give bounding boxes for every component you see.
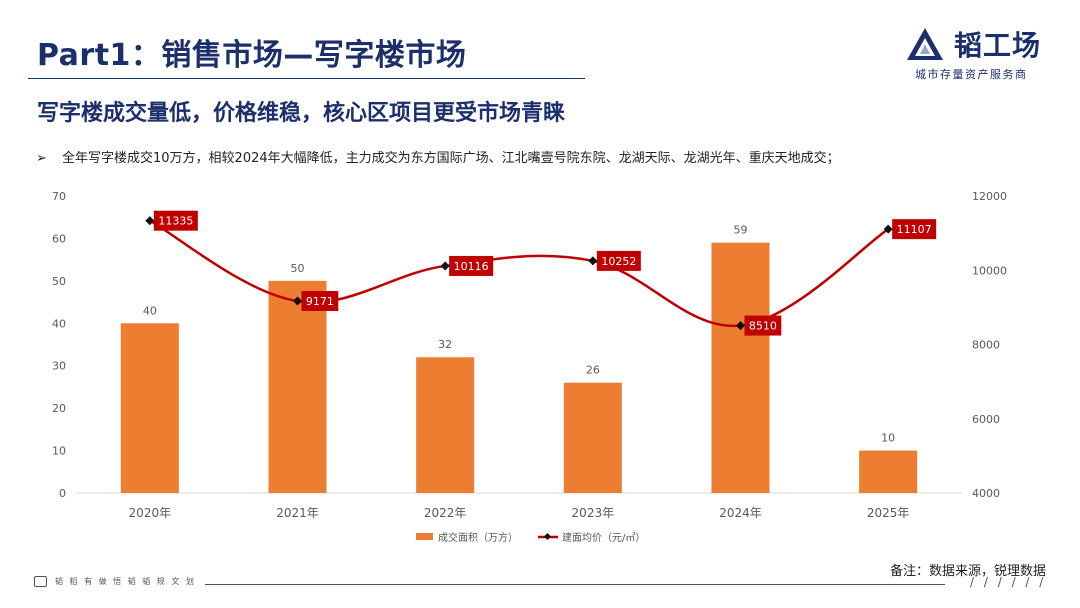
y-left-tick-label: 40 — [52, 317, 66, 330]
x-tick-label: 2025年 — [867, 506, 910, 520]
logo-name: 韬工场 — [954, 29, 1042, 62]
price-label-box — [744, 315, 782, 336]
price-series-line — [149, 219, 889, 328]
title-divider — [28, 78, 585, 79]
legend-bar-swatch — [416, 533, 433, 540]
bar-value-label: 10 — [881, 432, 895, 445]
price-data-label: 8510 — [749, 320, 777, 333]
y-left-tick-label: 70 — [52, 190, 66, 203]
price-data-label: 9171 — [306, 295, 334, 308]
price-point-marker — [440, 261, 450, 271]
footer-slashes: / / / / / / — [970, 575, 1047, 589]
y-left-tick-label: 20 — [52, 402, 66, 415]
y-left-tick-label: 30 — [52, 360, 66, 373]
bar-value-label: 59 — [734, 224, 748, 237]
y-left-tick-label: 0 — [59, 487, 66, 500]
y-left-tick-label: 50 — [52, 275, 66, 288]
footer-brand-text: 韬 稻 有 做 悟 韬 韬 规 文 划 — [55, 577, 196, 586]
bar — [859, 450, 918, 493]
bar — [711, 242, 770, 493]
legend-line-marker — [543, 532, 552, 541]
x-tick-label: 2020年 — [129, 506, 172, 520]
bar-value-label: 50 — [291, 262, 305, 275]
section-subtitle: 写字楼成交量低，价格维稳，核心区项目更受市场青睐 — [37, 101, 566, 126]
legend-line-label: 建面均价（元/㎡） — [562, 531, 645, 544]
y-right-tick-label: 12000 — [972, 190, 1007, 203]
footer-brand: 韬 稻 有 做 悟 韬 韬 规 文 划 — [34, 576, 196, 587]
y-right-tick-label: 6000 — [972, 413, 1000, 426]
price-data-label: 10116 — [454, 260, 489, 273]
y-right-tick-label: 10000 — [972, 264, 1007, 277]
footer-divider — [205, 584, 945, 585]
page-title: Part1：销售市场—写字楼市场 — [37, 38, 467, 73]
source-note: 备注：数据来源，锐理数据 — [889, 564, 1046, 579]
bar-value-label: 32 — [438, 338, 452, 351]
bar — [268, 280, 327, 493]
bullet-point: ➢ 全年写字楼成交10万方，相较2024年大幅降低，主力成交为东方国际广场、江北嘴… — [36, 147, 840, 166]
bar-value-label: 40 — [143, 304, 157, 317]
y-left-tick-label: 60 — [52, 232, 66, 245]
price-point-marker — [145, 216, 155, 226]
price-data-label: 11335 — [158, 215, 193, 228]
arrow-bullet-icon: ➢ — [36, 151, 47, 166]
x-tick-label: 2023年 — [572, 506, 615, 520]
bullet-text: 全年写字楼成交10万方，相较2024年大幅降低，主力成交为东方国际广场、江北嘴壹… — [62, 151, 840, 166]
price-label-box — [449, 255, 494, 276]
y-right-tick-label: 4000 — [972, 487, 1000, 500]
chat-icon — [34, 576, 47, 587]
x-tick-label: 2021年 — [276, 506, 319, 520]
logo-tagline: 城市存量资产服务商 — [915, 68, 1028, 81]
price-data-label: 11107 — [897, 223, 932, 236]
bar — [120, 323, 179, 493]
bar-value-label: 26 — [586, 364, 600, 377]
bar — [416, 357, 475, 493]
price-point-marker — [588, 256, 598, 266]
price-data-label: 10252 — [601, 255, 636, 268]
price-label-box — [892, 219, 937, 240]
brand-logo: 韬工场 城市存量资产服务商 — [905, 24, 1055, 84]
y-left-tick-label: 10 — [52, 445, 66, 458]
bar — [563, 382, 622, 493]
price-label-box — [153, 210, 198, 231]
y-right-tick-label: 8000 — [972, 339, 1000, 352]
x-tick-label: 2022年 — [424, 506, 467, 520]
price-label-box — [301, 291, 339, 312]
combo-chart: 0 10 20 30 40 50 60 70 4000 6000 8000 10000 12000 40 5… — [52, 190, 1007, 544]
x-tick-label: 2024年 — [719, 506, 762, 520]
legend-bar-label: 成交面积（万方） — [438, 531, 518, 544]
logo-mark-icon — [907, 28, 943, 60]
price-label-box — [596, 250, 641, 271]
